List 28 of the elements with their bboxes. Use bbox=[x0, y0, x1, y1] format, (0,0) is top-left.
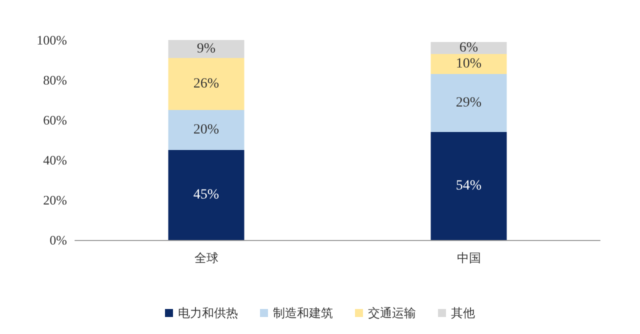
bar bbox=[430, 132, 507, 240]
bar bbox=[168, 40, 244, 58]
data-label: 54% bbox=[456, 178, 482, 194]
legend-label: 制造和建筑 bbox=[273, 306, 333, 320]
y-tick-label: 100% bbox=[36, 32, 68, 48]
bar bbox=[430, 54, 507, 74]
data-label: 45% bbox=[193, 188, 220, 202]
x-tick-label: 全球 bbox=[194, 251, 218, 265]
data-label: 9% bbox=[196, 42, 216, 56]
bar bbox=[430, 42, 507, 54]
data-label: 10% bbox=[456, 56, 482, 72]
y-tick-label: 40% bbox=[43, 152, 68, 168]
y-tick-label: 20% bbox=[43, 192, 68, 208]
bar bbox=[168, 110, 244, 150]
bar bbox=[168, 58, 244, 110]
y-tick-label: 80% bbox=[43, 72, 68, 88]
x-tick-label: 中国 bbox=[456, 251, 481, 265]
legend-label: 其他 bbox=[451, 306, 475, 320]
legend-label: 电力和供热 bbox=[178, 306, 238, 320]
data-label: 26% bbox=[193, 76, 220, 92]
data-label: 20% bbox=[193, 122, 220, 138]
bar bbox=[430, 74, 507, 132]
y-tick-label: 60% bbox=[43, 112, 68, 128]
y-tick-label: 0% bbox=[50, 232, 68, 248]
legend-label: 交通运输 bbox=[368, 306, 416, 320]
data-label: 29% bbox=[456, 96, 482, 110]
bar bbox=[168, 150, 244, 240]
data-label: 6% bbox=[459, 40, 478, 56]
